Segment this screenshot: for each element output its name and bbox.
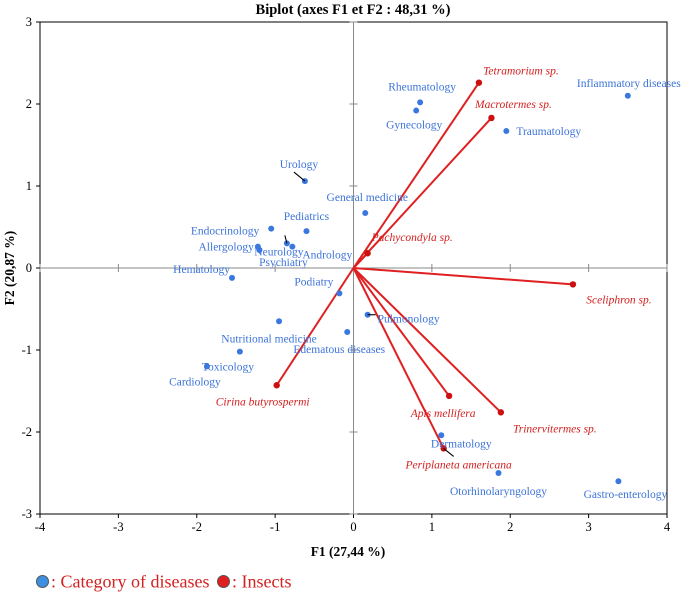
disease-label: Rheumatology bbox=[388, 81, 456, 93]
disease-label: Andrology bbox=[302, 250, 352, 262]
disease-label: Toxicology bbox=[202, 362, 254, 374]
disease-point bbox=[336, 290, 343, 297]
y-tick-label: -2 bbox=[22, 425, 32, 439]
disease-label: Gynecology bbox=[386, 120, 442, 132]
disease-label: Cardiology bbox=[169, 376, 221, 388]
y-tick-label: 3 bbox=[26, 15, 32, 29]
y-tick-label: 0 bbox=[26, 261, 32, 275]
insect-point bbox=[569, 281, 577, 288]
leader-line bbox=[443, 447, 454, 457]
disease-point bbox=[495, 470, 502, 476]
x-tick-label: 0 bbox=[350, 520, 356, 534]
insect-label: Trinervitermes sp. bbox=[513, 423, 597, 435]
y-tick-label: -3 bbox=[22, 507, 32, 521]
disease-point bbox=[417, 99, 424, 106]
insect-point bbox=[488, 114, 495, 122]
y-tick-label: 1 bbox=[26, 179, 32, 193]
insect-point bbox=[475, 79, 483, 86]
insect-label: Macrotermes sp. bbox=[474, 99, 552, 111]
legend-disease-label: : Category of diseases bbox=[51, 571, 210, 592]
insect-vector bbox=[352, 267, 502, 414]
disease-point bbox=[615, 478, 622, 485]
insect-label: Tetramorium sp. bbox=[483, 66, 559, 78]
disease-point bbox=[438, 432, 445, 439]
disease-label: Psychiatry bbox=[259, 257, 308, 269]
insect-vectors-group bbox=[275, 82, 574, 449]
insect-point bbox=[497, 409, 505, 416]
disease-point bbox=[289, 243, 296, 250]
x-tick-label: 3 bbox=[586, 520, 592, 534]
x-tick-label: -4 bbox=[35, 520, 46, 534]
insect-label: Periplaneta americana bbox=[404, 459, 512, 471]
insect-vector bbox=[352, 267, 450, 397]
insect-label: Sceliphron sp. bbox=[586, 294, 651, 306]
disease-label: Hematology bbox=[173, 264, 230, 276]
disease-label: Urology bbox=[280, 159, 319, 171]
disease-label: Pediatrics bbox=[284, 211, 330, 223]
disease-point bbox=[503, 128, 510, 135]
disease-label: General medicine bbox=[327, 192, 408, 204]
leader-line bbox=[284, 235, 288, 244]
disease-point bbox=[624, 92, 631, 99]
disease-label: Podiatry bbox=[294, 276, 333, 288]
disease-point bbox=[362, 210, 369, 217]
x-tick-label: 1 bbox=[429, 520, 435, 534]
disease-point bbox=[303, 228, 310, 235]
disease-label: Neurology bbox=[254, 246, 303, 258]
disease-label: Traumatology bbox=[516, 126, 581, 138]
disease-label: Allergology bbox=[199, 242, 255, 254]
disease-point bbox=[276, 318, 283, 325]
x-axis-label: F1 (27,44 %) bbox=[311, 544, 386, 559]
disease-point bbox=[203, 363, 210, 370]
x-tick-label: 2 bbox=[507, 520, 513, 534]
legend-insect-label: : Insects bbox=[231, 571, 292, 592]
insect-point bbox=[364, 250, 371, 257]
insect-vector bbox=[352, 267, 445, 449]
disease-label: Otorhinolaryngology bbox=[450, 486, 547, 498]
insect-point bbox=[445, 392, 453, 400]
disease-point bbox=[236, 348, 243, 355]
x-tick-label: -2 bbox=[192, 520, 202, 534]
legend-insect-marker bbox=[216, 575, 230, 589]
point-labels-group: Inflammatory diseases Rheumatology Gynecol… bbox=[169, 66, 681, 502]
disease-point bbox=[229, 274, 236, 281]
disease-point bbox=[413, 107, 420, 114]
insect-label: Cirina butyrospermi bbox=[216, 396, 310, 408]
chart-title: Biplot (axes F1 et F2 : 48,31 %) bbox=[256, 2, 451, 18]
insect-point bbox=[273, 382, 280, 389]
disease-point bbox=[256, 246, 263, 253]
x-tick-label: -1 bbox=[270, 520, 280, 534]
insect-vector bbox=[353, 267, 574, 286]
x-tick-label: 4 bbox=[664, 520, 671, 534]
disease-label: Dermatology bbox=[431, 438, 492, 450]
y-tick-label: -1 bbox=[22, 343, 32, 357]
disease-label: Inflammatory diseases bbox=[577, 78, 681, 90]
insect-vector bbox=[352, 117, 493, 269]
disease-label: Endocrinology bbox=[191, 226, 260, 238]
disease-label: Nutritional medicine bbox=[221, 333, 317, 345]
disease-point bbox=[344, 328, 351, 335]
insect-vector bbox=[352, 82, 480, 269]
disease-point bbox=[268, 225, 275, 232]
insect-vector bbox=[352, 252, 369, 269]
disease-label: Gastro-enterology bbox=[584, 489, 668, 501]
y-tick-label: 2 bbox=[26, 97, 32, 111]
disease-label: Edematous diseases bbox=[293, 344, 385, 356]
insect-label: Pachycondyla sp. bbox=[371, 232, 453, 244]
insect-vector bbox=[275, 267, 355, 386]
legend-disease-marker bbox=[36, 575, 49, 589]
y-axis-label: F2 (20,87 %) bbox=[2, 231, 17, 306]
insect-label: Apis mellifera bbox=[410, 408, 476, 420]
x-tick-label: -3 bbox=[113, 520, 123, 534]
legend: : Category of diseases : Insects bbox=[36, 570, 291, 592]
disease-label: Pulmonology bbox=[378, 314, 440, 326]
leader-line bbox=[293, 171, 306, 182]
